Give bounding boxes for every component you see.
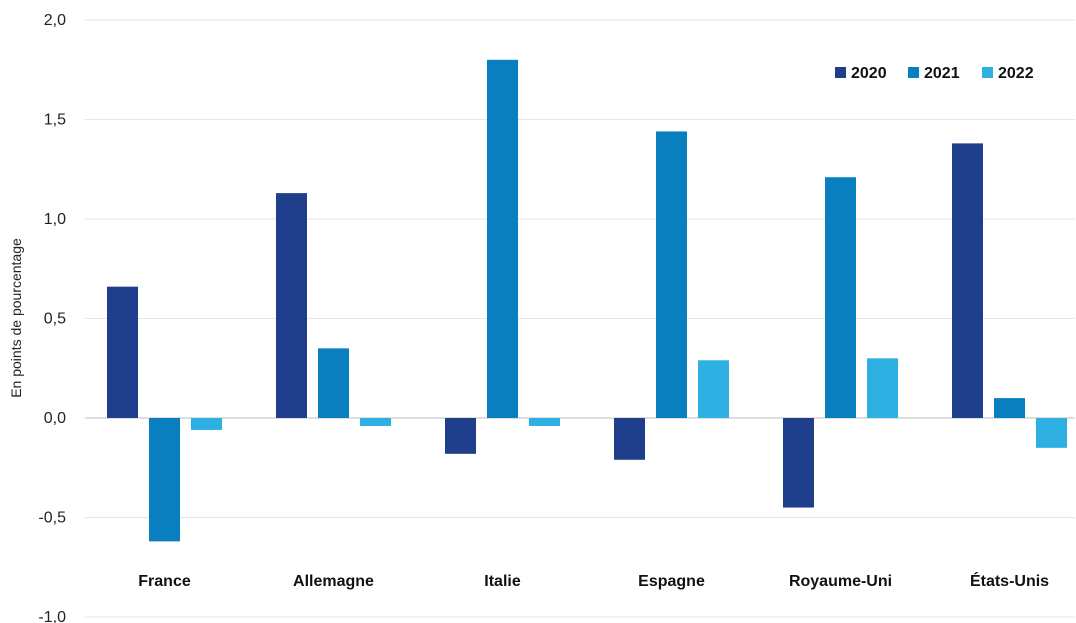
category-label: États-Unis <box>970 571 1049 590</box>
bar-2020-0 <box>107 286 138 418</box>
y-tick-label: -1,0 <box>38 609 66 623</box>
bar-2021-0 <box>149 418 180 542</box>
bar-2020-2 <box>445 418 476 454</box>
y-axis-title: En points de pourcentage <box>8 238 24 398</box>
bar-2021-2 <box>487 59 518 419</box>
bars <box>107 59 1067 542</box>
y-tick-label: 0,5 <box>44 311 66 328</box>
category-labels: France Allemagne Italie Espagne Royaume-Uni É… <box>138 571 1049 590</box>
legend-swatch <box>908 67 919 78</box>
legend-swatch <box>835 67 846 78</box>
bar-2021-5 <box>994 398 1025 418</box>
legend-label: 2021 <box>924 65 960 82</box>
bar-2022-3 <box>698 360 729 418</box>
category-label: Espagne <box>638 573 705 590</box>
category-label: France <box>138 573 191 590</box>
legend: 2020 2021 2022 <box>835 65 1034 82</box>
bar-2022-1 <box>360 418 391 426</box>
bar-2022-4 <box>867 358 898 418</box>
category-label: Italie <box>484 573 521 590</box>
y-tick-label: -0,5 <box>38 510 66 527</box>
bar-2021-4 <box>825 177 856 418</box>
bar-2022-5 <box>1036 418 1067 448</box>
category-label: Allemagne <box>293 573 374 590</box>
y-tick-labels: -1,0 -0,5 0,0 0,5 1,0 1,5 2,0 <box>38 12 66 623</box>
y-tick-label: 0,0 <box>44 410 66 427</box>
gridlines <box>85 19 1075 618</box>
legend-label: 2020 <box>851 65 887 82</box>
bar-2021-3 <box>656 131 687 418</box>
y-tick-label: 1,5 <box>44 112 66 129</box>
bar-2022-2 <box>529 418 560 426</box>
bar-2022-0 <box>191 418 222 430</box>
category-label: Royaume-Uni <box>789 573 892 590</box>
bar-2020-1 <box>276 193 307 418</box>
legend-swatch <box>982 67 993 78</box>
y-tick-label: 1,0 <box>44 211 66 228</box>
y-tick-label: 2,0 <box>44 12 66 29</box>
bar-2021-1 <box>318 348 349 418</box>
legend-label: 2022 <box>998 65 1034 82</box>
bar-2020-4 <box>783 418 814 508</box>
bar-2020-5 <box>952 143 983 418</box>
bar-2020-3 <box>614 418 645 460</box>
